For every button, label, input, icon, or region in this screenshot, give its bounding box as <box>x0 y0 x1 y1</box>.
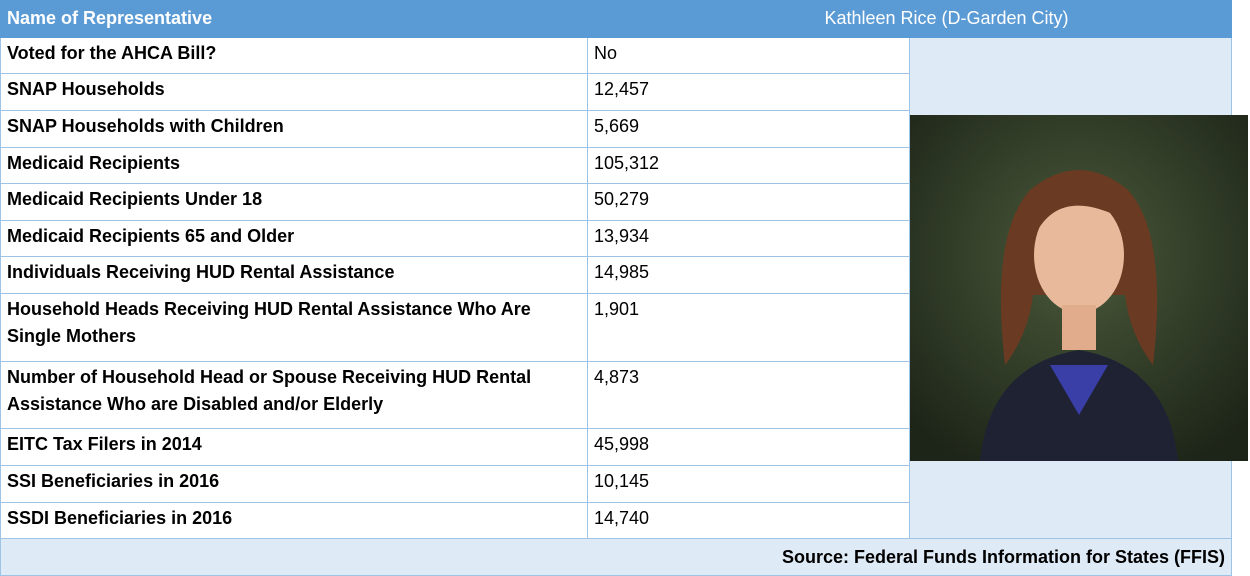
header-label: Name of Representative <box>1 1 588 38</box>
row-label: Individuals Receiving HUD Rental Assista… <box>1 257 588 294</box>
portrait-photo <box>910 115 1248 461</box>
row-value: 14,740 <box>588 502 910 539</box>
row-label: Household Heads Receiving HUD Rental Ass… <box>1 294 588 362</box>
photo-cell <box>910 37 1232 539</box>
row-label: Number of Household Head or Spouse Recei… <box>1 361 588 429</box>
row-value: No <box>588 37 910 74</box>
row-value: 105,312 <box>588 147 910 184</box>
row-label: Voted for the AHCA Bill? <box>1 37 588 74</box>
row-label: Medicaid Recipients 65 and Older <box>1 220 588 257</box>
page: Name of Representative Kathleen Rice (D-… <box>0 0 1250 576</box>
row-value: 13,934 <box>588 220 910 257</box>
table-row: Voted for the AHCA Bill?No <box>1 37 1232 74</box>
row-label: SNAP Households <box>1 74 588 111</box>
header-row: Name of Representative Kathleen Rice (D-… <box>1 1 1232 38</box>
row-value: 4,873 <box>588 361 910 429</box>
row-label: SNAP Households with Children <box>1 110 588 147</box>
row-label: SSDI Beneficiaries in 2016 <box>1 502 588 539</box>
footer-row: Source: Federal Funds Information for St… <box>1 539 1232 576</box>
row-value: 14,985 <box>588 257 910 294</box>
header-name: Kathleen Rice (D-Garden City) <box>588 1 1232 38</box>
representative-table: Name of Representative Kathleen Rice (D-… <box>0 0 1232 576</box>
row-label: Medicaid Recipients Under 18 <box>1 184 588 221</box>
row-value: 10,145 <box>588 465 910 502</box>
row-value: 5,669 <box>588 110 910 147</box>
row-label: Medicaid Recipients <box>1 147 588 184</box>
row-label: EITC Tax Filers in 2014 <box>1 429 588 466</box>
source-note: Source: Federal Funds Information for St… <box>1 539 1232 576</box>
row-value: 50,279 <box>588 184 910 221</box>
row-value: 1,901 <box>588 294 910 362</box>
row-value: 45,998 <box>588 429 910 466</box>
row-label: SSI Beneficiaries in 2016 <box>1 465 588 502</box>
row-value: 12,457 <box>588 74 910 111</box>
